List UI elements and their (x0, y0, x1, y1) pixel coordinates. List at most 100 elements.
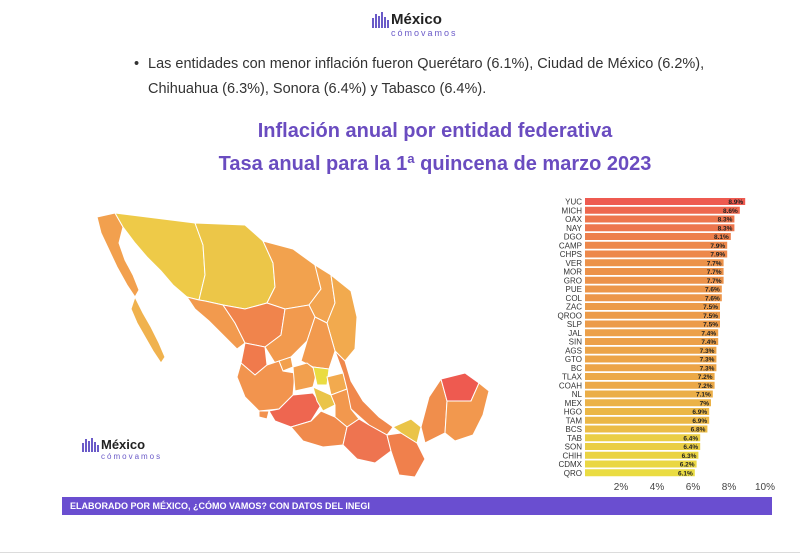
map-state-slp (300, 316, 336, 370)
logo-sub: cómovamos (391, 28, 458, 38)
map-state-mex (312, 386, 336, 412)
category-label: SON (565, 443, 583, 452)
data-label: 6.1% (678, 470, 693, 477)
bar-gro (585, 276, 724, 284)
data-label: 7.3% (700, 357, 715, 364)
category-label: AGS (565, 346, 582, 355)
data-label: 6.8% (691, 427, 706, 434)
data-label: 6.4% (683, 444, 698, 451)
bar-ags (585, 346, 717, 354)
category-label: COAH (559, 381, 582, 390)
data-label: 6.3% (682, 453, 697, 460)
data-label: 6.4% (683, 435, 698, 442)
map-state-qro (312, 366, 330, 386)
bar-nay (585, 224, 735, 232)
category-label: ZAC (566, 303, 582, 312)
data-label: 7.7% (707, 278, 722, 285)
bar-oax (585, 215, 735, 223)
bullet-text: Las entidades con menor inflación fueron… (148, 56, 705, 97)
map-state-chih (194, 222, 276, 310)
data-label: 7.6% (705, 287, 720, 294)
chart-subtitle: Tasa anual para la 1ª quincena de marzo … (218, 153, 652, 175)
mexico-states-map (96, 212, 490, 478)
data-label: 7.5% (703, 304, 718, 311)
bar-col (585, 294, 722, 302)
bar-yuc (585, 198, 746, 205)
category-label: TLAX (562, 373, 583, 382)
bar-ver (585, 259, 724, 267)
bar-mex (585, 399, 711, 407)
bar-mich (585, 206, 740, 214)
data-label: 6.9% (692, 418, 707, 425)
bar-tam (585, 416, 710, 424)
category-label: JAL (568, 329, 582, 338)
data-label: 7% (700, 400, 710, 407)
data-label: 7.7% (707, 269, 722, 276)
chart-title: Inflación anual por entidad federativa (257, 120, 613, 142)
bar-cdmx (585, 460, 697, 468)
category-label: SLP (567, 320, 582, 329)
data-label: 8.1% (714, 234, 729, 241)
bar-hgo (585, 408, 710, 415)
category-label: OAX (565, 215, 583, 224)
category-label: QRO (564, 469, 582, 478)
mexico-como-vamos-logo: México cómovamos (372, 12, 458, 38)
page-divider (0, 552, 800, 553)
bar-slp (585, 320, 720, 328)
bar-tab (585, 434, 701, 442)
category-label: BC (571, 364, 582, 373)
bar-qroo (585, 311, 720, 319)
bar-tlax (585, 373, 715, 380)
data-label: 7.3% (700, 365, 715, 372)
bar-bcs (585, 425, 708, 433)
map-state-gto (292, 362, 318, 392)
category-label: QROO (558, 311, 582, 320)
data-label: 7.4% (701, 330, 716, 337)
logo-bars-icon (82, 438, 99, 452)
category-label: NL (572, 390, 583, 399)
map-state-bcs (130, 295, 166, 364)
inflation-bar-chart: YUC 8.9% MICH 8.6% OAX 8.3% NAY 8.3% DGO 8.1% CAMP… (558, 198, 775, 494)
bar-nl (585, 390, 713, 398)
category-label: CHPS (560, 250, 582, 259)
map-state-qroo (444, 382, 490, 442)
data-label: 7.4% (701, 339, 716, 346)
x-tick-label: 6% (686, 482, 701, 493)
category-label: GRO (564, 276, 582, 285)
logo-bars-icon (372, 12, 389, 28)
data-label: 7.5% (703, 313, 718, 320)
bar-gto (585, 355, 717, 363)
data-label: 8.3% (718, 217, 733, 224)
data-label: 7.2% (698, 374, 713, 381)
data-label: 7.7% (707, 260, 722, 267)
data-label: 8.9% (728, 199, 743, 206)
bar-chih (585, 451, 699, 459)
data-label: 6.2% (680, 462, 695, 469)
bar-chps (585, 250, 728, 258)
bar-son (585, 443, 701, 450)
data-label: 7.1% (696, 392, 711, 399)
data-label: 7.6% (705, 295, 720, 302)
category-label: HGO (564, 408, 582, 417)
bar-sin (585, 338, 719, 345)
map-state-col (258, 410, 270, 420)
bullet-paragraph: • Las entidades con menor inflación fuer… (134, 52, 708, 102)
map-state-tab (392, 418, 422, 444)
source-footer: ELABORADO POR MÉXICO, ¿CÓMO VAMOS? CON D… (62, 497, 772, 515)
bar-camp (585, 241, 728, 249)
bar-dgo (585, 233, 731, 240)
data-label: 7.9% (710, 243, 725, 250)
category-label: CHIH (562, 451, 582, 460)
x-tick-label: 2% (614, 482, 629, 493)
data-label: 7.9% (710, 252, 725, 259)
category-label: NAY (566, 224, 583, 233)
category-label: YUC (565, 198, 582, 207)
bar-jal (585, 329, 719, 337)
category-label: GTO (565, 355, 582, 364)
category-label: CAMP (559, 241, 582, 250)
logo-brand: México (391, 11, 442, 28)
category-label: MOR (563, 268, 582, 277)
logo-brand: México (101, 437, 146, 452)
data-label: 6.9% (692, 409, 707, 416)
category-label: TAB (567, 434, 582, 443)
